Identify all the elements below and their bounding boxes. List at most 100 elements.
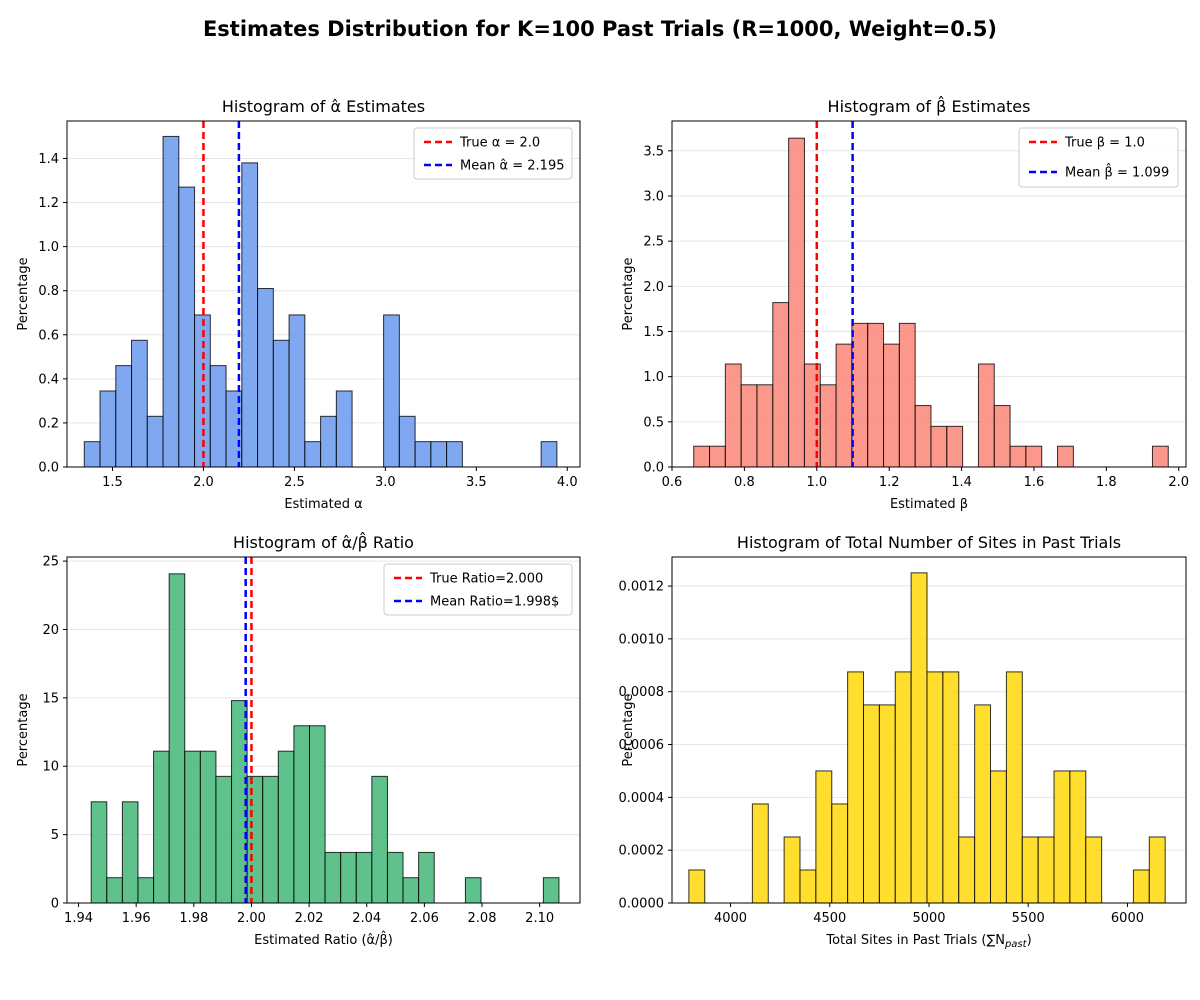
legend-label: Mean β̂ = 1.099	[1065, 163, 1169, 180]
histogram-bar	[115, 365, 133, 468]
y-tick-label: 10	[42, 760, 59, 775]
histogram-bar	[168, 573, 186, 904]
histogram-bar	[847, 671, 865, 904]
y-tick-label: 1.4	[38, 152, 59, 167]
figure-title: Estimates Distribution for K=100 Past Tr…	[203, 17, 997, 41]
x-axis-label-end: )	[1027, 933, 1032, 948]
y-tick-label: 0.0	[643, 461, 664, 476]
x-tick-label: 2.00	[237, 911, 266, 926]
legend-label: True β = 1.0	[1064, 136, 1145, 151]
histogram-bar	[320, 415, 337, 468]
histogram-bar	[693, 445, 711, 468]
histogram-bar	[974, 704, 992, 904]
x-tick-label: 1.0	[806, 475, 827, 490]
histogram-bar	[246, 775, 264, 904]
x-tick-label: 2.08	[468, 911, 497, 926]
histogram-bar	[277, 750, 295, 904]
histogram-bar	[1021, 836, 1039, 904]
y-axis-label: Percentage	[621, 257, 636, 330]
x-tick-label: 1.6	[1024, 475, 1045, 490]
x-axis-label-text: Total Sites in Past Trials (∑N	[825, 933, 1005, 948]
x-tick-label: 2.10	[525, 911, 554, 926]
y-tick-label: 0.0006	[619, 738, 665, 753]
histogram-bar	[272, 339, 290, 468]
histogram-bar	[751, 803, 769, 904]
histogram-bar	[106, 877, 123, 904]
histogram-bar	[724, 363, 742, 468]
histogram-bar	[430, 441, 448, 468]
x-tick-label: 2.0	[1168, 475, 1189, 490]
x-axis-label: Estimated α	[284, 497, 362, 512]
histogram-bar	[402, 877, 420, 904]
histogram-bar	[257, 287, 274, 468]
x-axis-label: Estimated β	[890, 497, 968, 512]
y-tick-label: 1.0	[643, 370, 664, 385]
y-tick-label: 0.2	[38, 416, 59, 431]
histogram-bar	[464, 877, 482, 904]
legend-label: Mean Ratio=1.998$	[430, 595, 559, 610]
histogram-bar	[1069, 770, 1087, 904]
y-axis-label: Percentage	[16, 693, 31, 766]
y-axis-label: Percentage	[621, 693, 636, 766]
histogram-bar	[819, 384, 837, 468]
histogram-bar	[414, 441, 432, 468]
histogram-bar	[783, 836, 801, 904]
histogram-bar	[131, 339, 148, 468]
histogram-bar	[1037, 836, 1055, 904]
y-axis-label: Percentage	[16, 257, 31, 330]
y-tick-label: 0	[51, 897, 59, 912]
histogram-bar	[1005, 671, 1023, 904]
y-tick-label: 15	[42, 691, 59, 706]
histogram-bar	[335, 390, 353, 468]
chart-panel-2: 0.6 0.8 1.0 1.2 1.4 1.6 1.8 2.0 0.0 0.5 1.0 1.5 2.0 2…	[621, 96, 1189, 512]
legend-label: True Ratio=2.000	[429, 572, 543, 587]
chart-title: Histogram of β̂ Estimates	[828, 96, 1031, 116]
histogram-bar	[398, 415, 416, 468]
histogram-bar	[898, 322, 916, 468]
histogram-bar	[288, 314, 306, 468]
y-tick-label: 1.5	[643, 325, 664, 340]
y-tick-label: 0.0	[38, 461, 59, 476]
x-tick-label: 1.8	[1096, 475, 1117, 490]
x-axis-label-text: Estimated α	[284, 497, 362, 512]
chart-title: Histogram of Total Number of Sites in Pa…	[737, 533, 1121, 552]
histogram-bar	[799, 869, 817, 904]
x-tick-label: 2.04	[352, 911, 381, 926]
histogram-bar	[815, 770, 833, 904]
histogram-bar	[756, 384, 774, 468]
x-tick-label: 0.8	[734, 475, 755, 490]
histogram-bar	[178, 186, 196, 468]
legend-box	[383, 563, 573, 616]
x-tick-label: 0.6	[662, 475, 683, 490]
x-axis-label-subscript: past	[1004, 939, 1028, 950]
histogram-bar	[851, 322, 869, 468]
y-tick-label: 0.0004	[619, 791, 665, 806]
histogram-bar	[930, 425, 948, 468]
x-tick-label: 4500	[813, 911, 846, 926]
histogram-bar	[688, 869, 706, 904]
x-tick-label: 4000	[714, 911, 747, 926]
plot-frame	[66, 120, 581, 468]
x-axis-label: Estimated Ratio (α̂/β̂)	[254, 931, 393, 948]
histogram-bar	[215, 775, 233, 904]
histogram-bar	[772, 302, 790, 468]
histogram-bar	[740, 384, 758, 468]
histogram-bar	[958, 836, 976, 904]
histogram-bar	[926, 671, 944, 904]
histogram-bar	[1132, 869, 1150, 904]
y-tick-label: 5	[51, 828, 59, 843]
histogram-bar	[308, 725, 326, 904]
plot-frame	[66, 556, 581, 904]
chart-title: Histogram of α̂/β̂ Ratio	[233, 532, 414, 552]
x-tick-label: 6000	[1111, 911, 1144, 926]
histogram-bar	[863, 704, 880, 904]
legend-box	[413, 127, 573, 180]
histogram-bar	[709, 445, 726, 468]
y-tick-label: 1.0	[38, 240, 59, 255]
histogram-bar	[831, 803, 849, 904]
histogram-bar	[153, 750, 170, 904]
histogram-bar	[788, 137, 805, 468]
x-tick-label: 5000	[912, 911, 945, 926]
x-tick-label: 1.2	[879, 475, 900, 490]
